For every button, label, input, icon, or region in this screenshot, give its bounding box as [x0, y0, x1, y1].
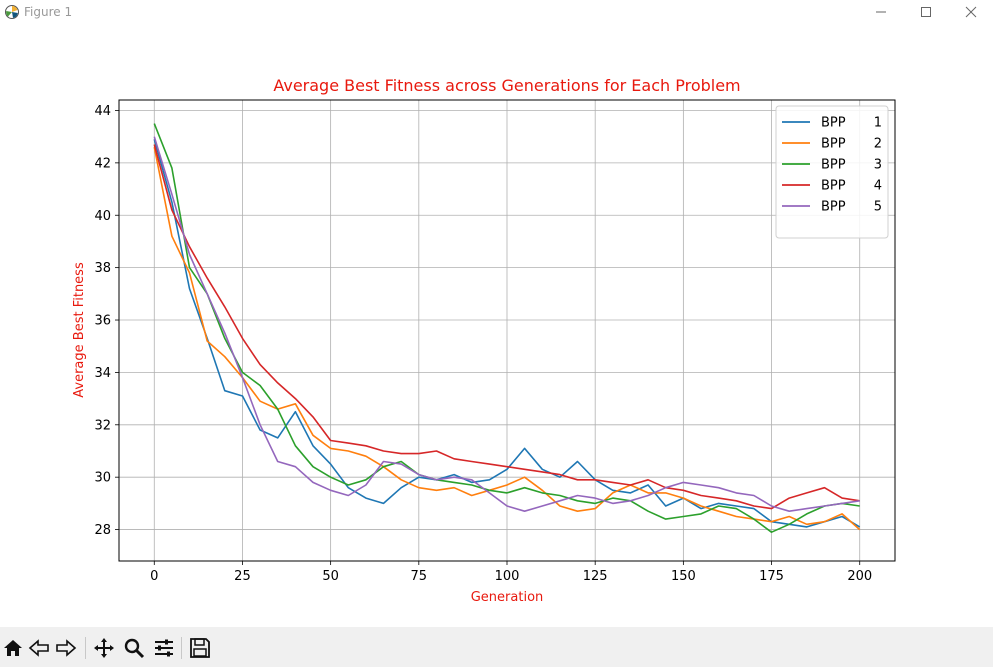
series-line-bpp-5	[153, 136, 860, 513]
legend-number-bpp-3: 3	[874, 158, 882, 173]
legend-label-bpp-3: BPP	[821, 158, 846, 173]
legend-number-bpp-5: 5	[874, 200, 882, 215]
y-tick-label: 30	[94, 471, 111, 486]
toolbar-separator	[181, 637, 182, 659]
series-line-bpp-2	[153, 146, 861, 531]
y-tick-label: 40	[94, 209, 111, 224]
save-floppy-icon[interactable]	[187, 635, 213, 661]
legend-label-bpp-5: BPP	[821, 200, 846, 215]
legend-label-bpp-2: BPP	[821, 137, 846, 152]
matplotlib-icon	[5, 5, 19, 19]
y-tick-label: 34	[94, 366, 111, 381]
x-tick-label: 75	[411, 569, 428, 584]
legend-number-bpp-2: 2	[874, 137, 882, 152]
series-line-bpp-1	[153, 139, 861, 528]
window-title: Figure 1	[24, 5, 73, 19]
y-tick-label: 36	[94, 314, 111, 329]
x-tick-label: 0	[150, 569, 158, 584]
x-tick-label: 175	[759, 569, 784, 584]
legend: BPP 1 BPP 2 BPP 3 BPP 4 BPP 5	[775, 105, 889, 239]
legend-number-bpp-1: 1	[874, 116, 882, 131]
legend-number-bpp-4: 4	[874, 179, 882, 194]
back-arrow-icon[interactable]	[26, 635, 52, 661]
home-icon[interactable]	[0, 635, 26, 661]
y-tick-label: 32	[94, 418, 111, 433]
line-chart: 0 25 50 75 100 125 150 175 200 28303234363840424…	[72, 76, 896, 605]
y-tick-label: 44	[94, 104, 111, 119]
forward-arrow-icon[interactable]	[53, 635, 79, 661]
configure-subplots-icon[interactable]	[151, 635, 177, 661]
x-axis-label: Generation	[471, 590, 544, 605]
series-lines	[153, 123, 861, 534]
legend-box	[775, 105, 889, 239]
x-tick-label: 150	[671, 569, 696, 584]
y-tick-label: 42	[94, 156, 111, 171]
legend-label-bpp-4: BPP	[821, 179, 846, 194]
y-axis-label: Average Best Fitness	[72, 262, 87, 398]
window-titlebar: Figure 1	[0, 0, 993, 24]
x-tick-label: 50	[322, 569, 339, 584]
close-icon[interactable]	[948, 0, 993, 24]
series-line-bpp-3	[153, 123, 860, 534]
minimize-icon[interactable]	[858, 0, 904, 24]
toolbar-separator	[85, 637, 86, 659]
y-axis-ticks: 28 30 32 34 36 38 40 42 44	[94, 104, 119, 538]
navigation-toolbar	[0, 627, 993, 667]
x-tick-label: 125	[583, 569, 608, 584]
x-axis-ticks: 0 25 50 75 100 125 150 175 200	[150, 561, 872, 584]
y-tick-label: 28	[94, 523, 111, 538]
chart-title: Average Best Fitness across Generations …	[273, 76, 740, 95]
series-line-bpp-4	[153, 144, 860, 510]
figure-canvas: 0 25 50 75 100 125 150 175 200 28 30 32 34 36 38 40 42 4…	[0, 24, 993, 626]
y-tick-label: 38	[94, 261, 111, 276]
maximize-icon[interactable]	[903, 0, 949, 24]
x-tick-label: 100	[495, 569, 520, 584]
zoom-magnifier-icon[interactable]	[121, 635, 147, 661]
pan-move-icon[interactable]	[91, 635, 117, 661]
x-tick-label: 200	[847, 569, 872, 584]
x-tick-label: 25	[234, 569, 251, 584]
legend-label-bpp-1: BPP	[821, 116, 846, 131]
